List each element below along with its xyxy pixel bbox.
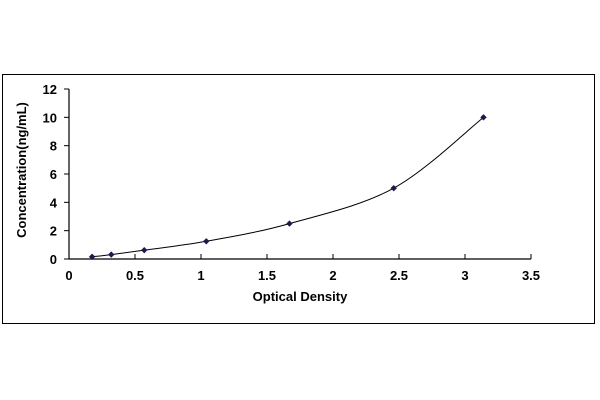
fit-curve: [92, 116, 484, 258]
data-points: [88, 114, 487, 260]
data-point: [480, 114, 487, 121]
x-tick-label: 2.5: [390, 268, 408, 283]
data-point: [88, 253, 96, 260]
x-axis-label: Optical Density: [253, 289, 348, 304]
y-tick-label: 8: [50, 139, 57, 154]
data-point: [390, 184, 397, 192]
x-tick-label: 3: [461, 268, 468, 283]
y-tick-label: 12: [43, 82, 57, 97]
chart-frame: [2, 74, 595, 324]
x-tick-label: 1.5: [258, 268, 276, 283]
axes: [64, 88, 532, 260]
y-tick-label: 4: [50, 195, 58, 210]
data-point: [108, 251, 115, 258]
y-tick-label: 2: [50, 224, 57, 239]
y-tick-label: 0: [50, 252, 57, 267]
y-tick-label: 10: [43, 110, 57, 125]
tick-labels: 0 0.5 1 1.5 2 2.5 3 3.5 0 2 4 6 8 10 12: [43, 82, 541, 283]
x-tick-label: 3.5: [522, 268, 540, 283]
x-tick-label: 0.5: [126, 268, 144, 283]
y-axis-label: Concentration(ng/mL): [14, 102, 29, 238]
data-point: [286, 220, 293, 227]
y-tick-label: 6: [50, 167, 57, 182]
data-point: [141, 246, 148, 254]
x-tick-label: 1: [197, 268, 204, 283]
data-point: [203, 238, 210, 245]
x-tick-label: 0: [65, 268, 72, 283]
x-tick-label: 2: [329, 268, 336, 283]
